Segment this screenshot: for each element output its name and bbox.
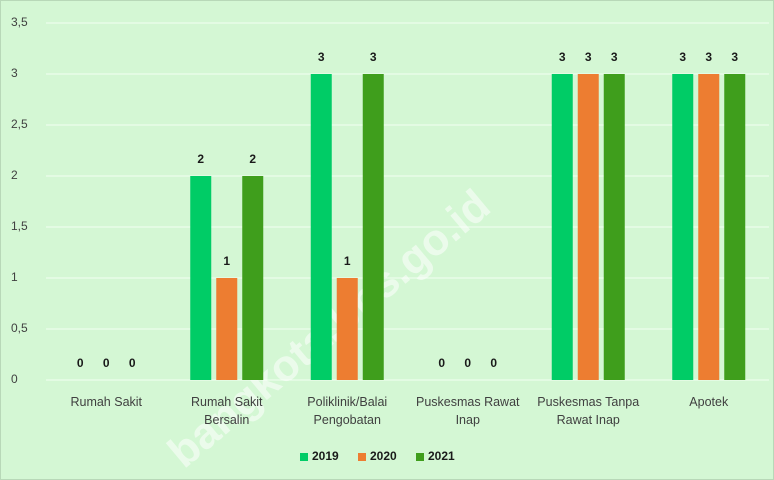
legend-swatch	[416, 453, 424, 461]
y-tick-label: 2	[11, 168, 18, 182]
y-tick-label: 1,5	[11, 219, 28, 233]
x-tick-label: Apotek	[689, 395, 729, 409]
y-tick-label: 3	[11, 66, 18, 80]
bar	[242, 176, 264, 380]
y-tick-label: 2,5	[11, 117, 28, 131]
legend-label: 2020	[370, 449, 397, 463]
x-tick-label: Poliklinik/Balai Pengobatan	[307, 395, 388, 427]
bar	[698, 74, 720, 380]
data-label: 1	[344, 254, 351, 268]
data-label: 1	[223, 254, 230, 268]
data-label: 3	[731, 50, 738, 64]
data-label: 0	[129, 356, 136, 370]
legend-label: 2021	[428, 449, 455, 463]
data-label: 0	[464, 356, 471, 370]
y-tick-label: 0,5	[11, 321, 28, 335]
bar	[310, 74, 332, 380]
x-tick-label: Rumah Sakit	[70, 395, 143, 409]
data-label: 0	[490, 356, 497, 370]
data-label: 2	[197, 152, 204, 166]
bar	[190, 176, 212, 380]
data-label: 0	[103, 356, 110, 370]
bar	[672, 74, 694, 380]
bar	[551, 74, 573, 380]
data-label: 3	[370, 50, 377, 64]
legend-swatch	[300, 453, 308, 461]
data-label: 3	[318, 50, 325, 64]
data-label: 3	[611, 50, 618, 64]
data-label: 0	[77, 356, 84, 370]
y-tick-label: 1	[11, 270, 18, 284]
data-label: 3	[559, 50, 566, 64]
bar	[577, 74, 599, 380]
data-label: 3	[679, 50, 686, 64]
data-label: 2	[249, 152, 256, 166]
legend-swatch	[358, 453, 366, 461]
data-label: 3	[705, 50, 712, 64]
x-tick-label: Puskesmas Rawat Inap	[415, 395, 520, 427]
bar	[603, 74, 625, 380]
legend-label: 2019	[312, 449, 339, 463]
bar	[724, 74, 746, 380]
bar	[336, 278, 358, 380]
bar	[216, 278, 238, 380]
y-tick-label: 3,5	[11, 15, 28, 29]
x-tick-label: Puskesmas Tanpa Rawat Inap	[537, 395, 640, 427]
data-label: 3	[585, 50, 592, 64]
data-label: 0	[438, 356, 445, 370]
x-tick-label: Rumah Sakit Bersalin	[190, 395, 263, 427]
y-tick-label: 0	[11, 372, 18, 386]
bar	[362, 74, 384, 380]
